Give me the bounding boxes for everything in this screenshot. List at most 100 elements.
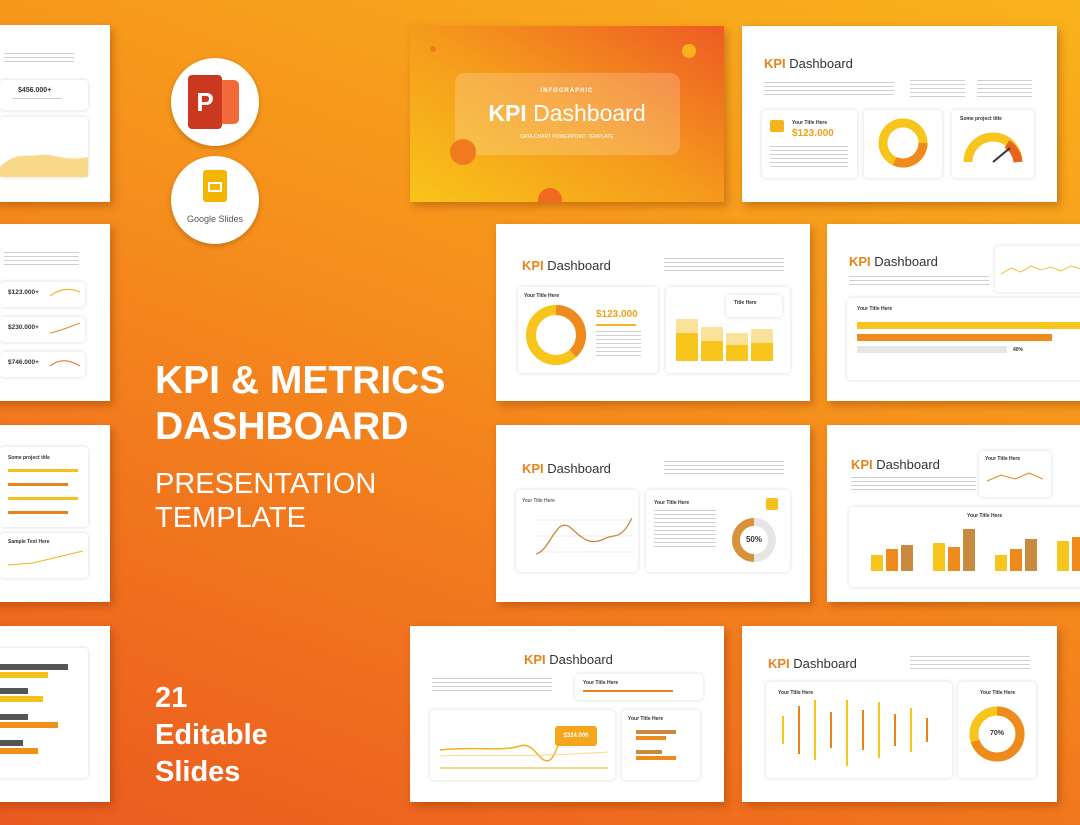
title-text: Dashboard [793, 656, 857, 671]
progress-track [857, 346, 1007, 353]
dot [450, 139, 476, 165]
title-accent: KPI [488, 100, 527, 126]
title-line: KPI & METRICS [155, 359, 446, 402]
card-title: Your Title Here [985, 456, 1021, 462]
card: Your Title Here [622, 710, 700, 780]
text-lines [764, 82, 894, 96]
shape [1004, 140, 1023, 163]
icon [766, 498, 778, 510]
divider [596, 324, 636, 326]
powerpoint-icon: P [171, 58, 259, 146]
title-accent: KPI [522, 258, 544, 273]
value: $123.000 [792, 128, 834, 139]
title-text: Dashboard [789, 56, 853, 71]
shape [50, 360, 80, 367]
text-lines [977, 80, 1032, 98]
chart-title: Your Title Here [628, 716, 664, 722]
title-accent: KPI [764, 56, 786, 71]
spike [782, 716, 784, 744]
card [0, 648, 88, 778]
title-line: DASHBOARD [155, 405, 409, 448]
shape [726, 345, 748, 361]
shape [1072, 537, 1080, 571]
line-chart [536, 517, 632, 555]
donut [878, 118, 928, 168]
card: $746.000+ [0, 352, 85, 377]
dot [538, 188, 562, 202]
title-text: Dashboard [547, 461, 611, 476]
side-slide [0, 626, 110, 802]
cover-title: KPI Dashboard [410, 100, 724, 127]
shape [1025, 539, 1037, 571]
shape [440, 751, 608, 757]
shape [933, 543, 945, 571]
shape [0, 688, 28, 694]
text-lines [654, 510, 716, 548]
progress [857, 334, 1052, 341]
text-lines [664, 258, 784, 272]
card: Your Title Here [516, 490, 638, 572]
shape [0, 154, 88, 177]
shape [636, 756, 676, 760]
side-slide: $123.000+ $230.000+ $746.000+ [0, 224, 110, 401]
slide: KPI Dashboard Your Title Here $123.000 S… [742, 26, 1057, 202]
chart-title: Your Title Here [778, 690, 814, 696]
card-title: Some project title [960, 116, 1002, 122]
hero-subtitle: PRESENTATION TEMPLATE [155, 467, 376, 535]
shape [526, 305, 586, 365]
shape [901, 545, 913, 571]
shape [701, 341, 723, 361]
card: Your Title Here 40% [847, 298, 1080, 380]
cover-kicker: INFOGRAPHIC [540, 88, 594, 94]
shape [8, 550, 83, 566]
icon-doc [203, 170, 227, 202]
shape [969, 706, 1025, 762]
slide-title: KPI Dashboard [524, 652, 613, 667]
slide: KPI Dashboard Your Title Here Your Title… [496, 425, 810, 602]
hero-count: 21 Editable Slides [155, 680, 268, 791]
count-line: 21 [155, 682, 188, 714]
percent: 50% [745, 535, 762, 544]
donut [969, 706, 1025, 762]
spike [830, 712, 832, 748]
text-lines [910, 656, 1030, 670]
text-lines [851, 477, 976, 491]
dot [682, 44, 696, 58]
value: $456.000+ [18, 87, 52, 94]
card-title: Your Title Here [792, 120, 828, 126]
icon-letter: P [188, 75, 222, 129]
shape [987, 472, 1043, 482]
slide: KPI Dashboard Your Title Here $123.000 T… [496, 224, 810, 401]
icon-frame [208, 182, 222, 192]
percent: 70% [989, 730, 1004, 737]
progress [8, 469, 78, 472]
chart-title: Title Here [734, 300, 757, 306]
dot [430, 46, 436, 52]
card: Title Here [666, 287, 790, 373]
card: Your Title Here 50% [646, 490, 790, 572]
value: $746.000+ [8, 359, 39, 366]
spike [910, 708, 912, 752]
shape [886, 549, 898, 571]
card: Your Title Here [979, 451, 1051, 497]
shape [0, 672, 48, 678]
slide-title: KPI Dashboard [522, 258, 611, 273]
hero-title: KPI & METRICS DASHBOARD [155, 358, 445, 450]
column-chart [782, 700, 928, 766]
spark [50, 288, 80, 297]
app-name: Google Slides [186, 214, 244, 224]
slide-title: KPI Dashboard [849, 254, 938, 269]
spike [798, 706, 800, 754]
progress [857, 322, 1080, 329]
text-lines [664, 461, 784, 475]
shape [676, 333, 698, 361]
slide-title: KPI Dashboard [764, 56, 853, 71]
shape [963, 529, 975, 571]
icon [770, 120, 784, 132]
shape [878, 118, 928, 168]
card: Sample Text Here [0, 533, 88, 578]
card-title: Some project title [8, 455, 50, 461]
spark [50, 322, 80, 334]
shape [0, 714, 28, 720]
title-text: Dashboard [533, 100, 646, 126]
